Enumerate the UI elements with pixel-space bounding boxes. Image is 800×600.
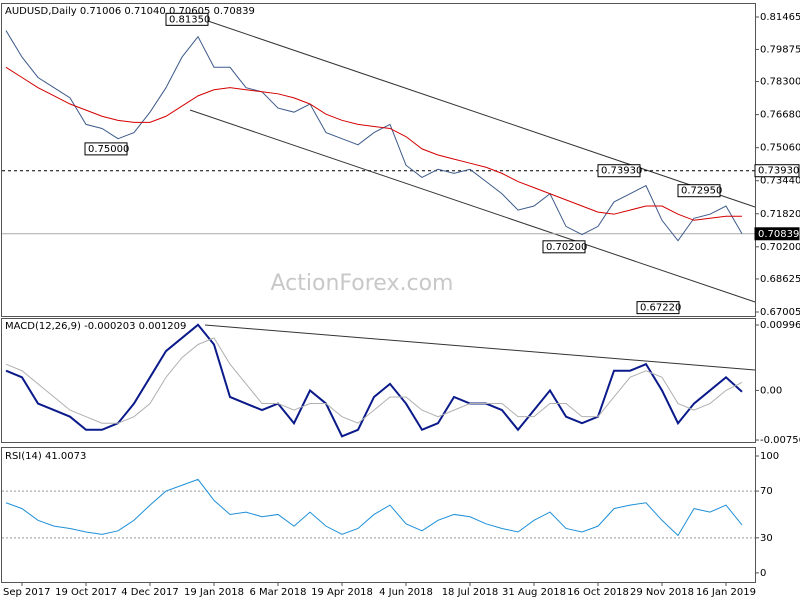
y-tick-label: 0.76680 [760, 110, 800, 121]
rsi-panel [1, 447, 756, 583]
y-tick-label: 70 [760, 486, 773, 497]
x-tick-label: 19 Apr 2018 [311, 587, 373, 598]
x-tick-label: 6 Mar 2018 [249, 587, 306, 598]
macd-title: MACD(12,26,9) -0.000203 0.001209 [5, 321, 186, 332]
y-tick-label: 0.78300 [760, 77, 800, 88]
y-tick-label: 30 [760, 533, 773, 544]
y-tick-label: 0.75060 [760, 143, 800, 154]
annotation-box [597, 164, 641, 178]
annotation-label: 0.81350 [169, 14, 210, 25]
x-tick-label: 4 Jun 2018 [379, 587, 433, 598]
price-panel [1, 3, 756, 317]
annotation-label: 0.73930 [601, 166, 642, 177]
x-tick-label: 18 Jul 2018 [442, 587, 499, 598]
x-tick-label: 31 Aug 2018 [502, 587, 566, 598]
series-line [5, 478, 743, 537]
y-tick-label: 0.68625 [760, 274, 800, 285]
y-tick-label: 0.70200 [760, 242, 800, 253]
channel-line [204, 19, 756, 208]
y-tick-label: 0.71820 [760, 209, 800, 220]
annotation-box [84, 142, 128, 156]
x-tick-label: 19 Oct 2017 [55, 587, 117, 598]
x-tick-label: 19 Jan 2018 [184, 587, 244, 598]
price-box [754, 227, 800, 241]
annotation-box [677, 184, 721, 198]
x-tick-label: 16 Jan 2019 [696, 587, 756, 598]
annotation-label: 0.67220 [640, 303, 681, 314]
chart-title: AUDUSD,Daily 0.71006 0.71040 0.70605 0.7… [5, 6, 255, 17]
x-tick-label: 4 Dec 2017 [121, 587, 179, 598]
annotation-box [542, 240, 586, 254]
y-tick-label: -0.00756 [760, 435, 800, 446]
x-tick-label: 29 Nov 2018 [630, 587, 694, 598]
rsi-title: RSI(14) 41.0073 [5, 451, 86, 462]
x-tick-label: 5 Sep 2017 [0, 587, 51, 598]
macd-panel [1, 318, 756, 443]
annotation-label: 0.75000 [88, 144, 129, 155]
watermark: ActionForex.com [271, 271, 454, 296]
annotation-box [165, 12, 209, 26]
price-box-label: 0.70839 [758, 229, 799, 240]
trend-line [204, 324, 756, 371]
annotation-box [636, 301, 680, 315]
x-tick-label: 16 Oct 2018 [567, 587, 629, 598]
y-tick-label: 0.79875 [760, 44, 800, 55]
price-box [754, 164, 800, 178]
series-line [5, 323, 743, 438]
channel-line [189, 109, 756, 303]
y-tick-label: 100 [760, 451, 779, 462]
annotation-label: 0.72950 [681, 186, 722, 197]
series-line [5, 337, 743, 424]
y-tick-label: 0.73440 [760, 176, 800, 187]
series-line [5, 66, 742, 221]
y-tick-label: 0.00 [760, 385, 782, 396]
y-tick-label: 0.009964 [760, 320, 800, 331]
y-tick-label: 0 [760, 568, 766, 579]
y-tick-label: 0.67005 [760, 307, 800, 318]
price-box-label: 0.73930 [758, 166, 799, 177]
annotation-label: 0.70200 [546, 242, 587, 253]
series-line [5, 30, 743, 242]
y-tick-label: 0.81465 [760, 12, 800, 23]
